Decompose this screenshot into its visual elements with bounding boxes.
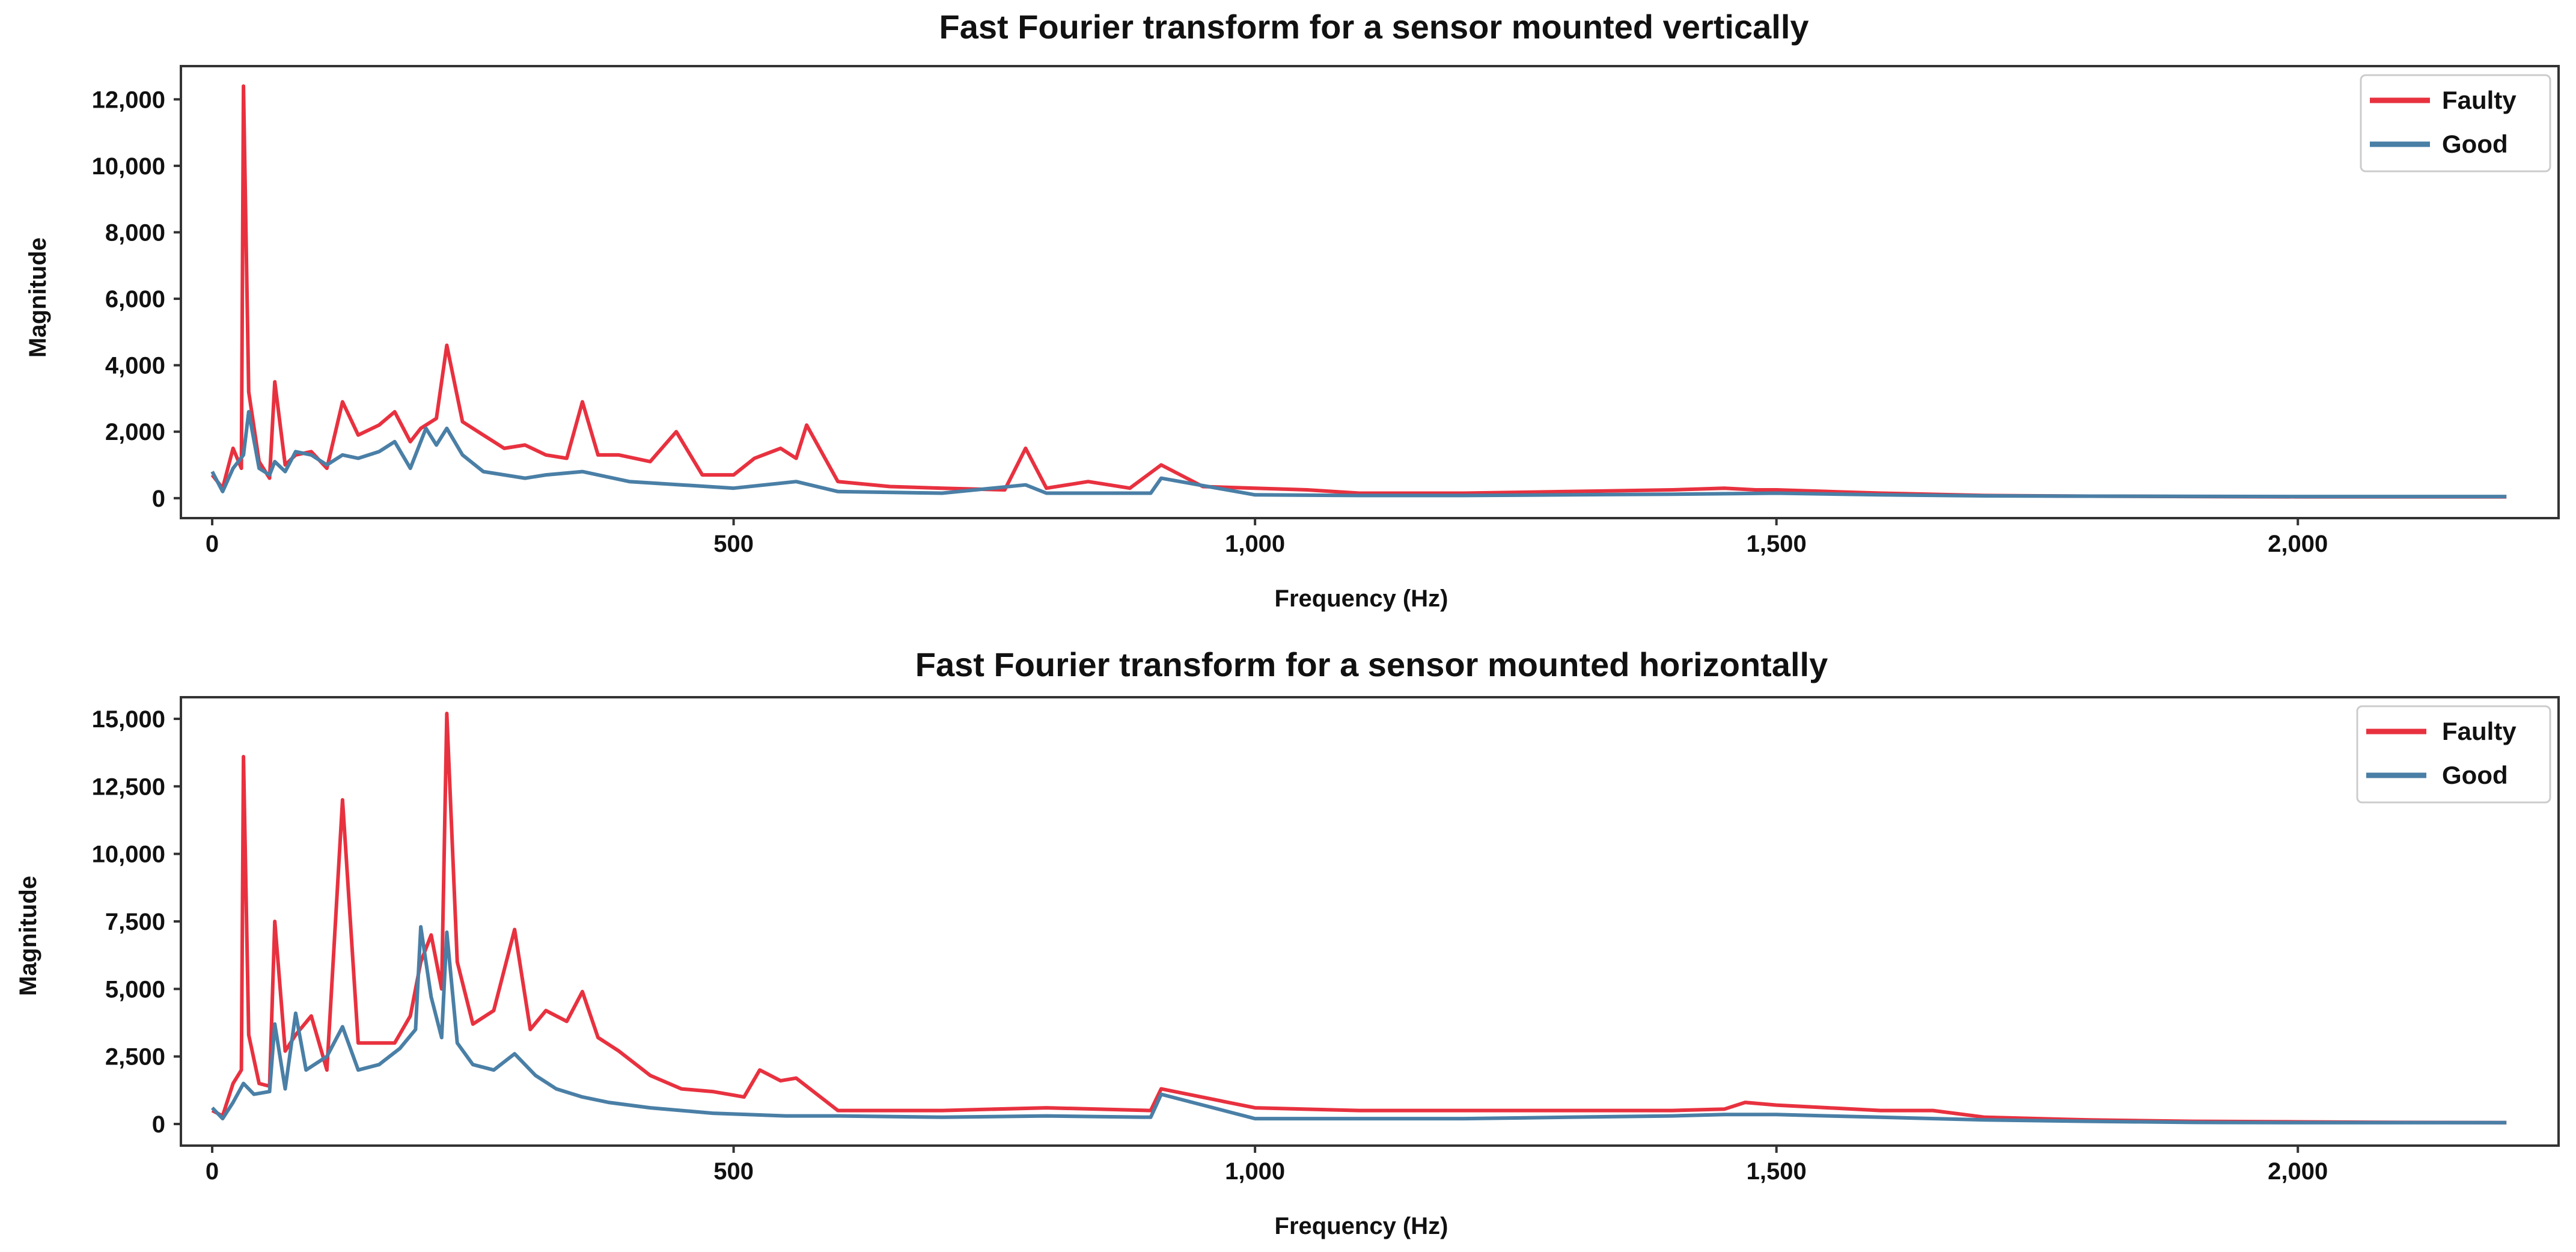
plot-series [210, 84, 2507, 499]
x-tick-label: 1,500 [1747, 531, 1807, 557]
y-tick-label: 8,000 [105, 219, 165, 246]
y-tick-label: 6,000 [105, 286, 165, 313]
x-tick-label: 1,000 [1225, 1158, 1285, 1185]
x-axis-label: Frequency (Hz) [1275, 1213, 1448, 1239]
y-tick-label: 10,000 [92, 841, 165, 868]
x-tick-label: 0 [206, 1158, 219, 1185]
plot-frame [180, 65, 2560, 519]
y-axis-label: Magnitude [15, 876, 41, 996]
x-tick-label: 0 [206, 531, 219, 557]
series-line-faulty [211, 712, 2507, 1125]
x-tick-label: 1,500 [1747, 1158, 1807, 1185]
legend-label-good: Good [2442, 130, 2508, 158]
y-tick-label: 0 [152, 486, 165, 512]
legend-label-faulty: Faulty [2442, 86, 2516, 114]
legend: Faulty Good [2360, 74, 2551, 173]
x-tick-label: 500 [713, 531, 754, 557]
chart-title: Fast Fourier transform for a sensor moun… [915, 646, 1828, 683]
x-axis-ticks: 0 500 1,000 1,500 2,000 [206, 518, 2328, 557]
y-tick-label: 15,000 [92, 706, 165, 733]
legend-label-faulty: Faulty [2442, 717, 2516, 745]
chart-title: Fast Fourier transform for a sensor moun… [939, 8, 1808, 46]
chart-vertical: Fast Fourier transform for a sensor moun… [25, 8, 2560, 612]
x-tick-label: 2,000 [2268, 1158, 2328, 1185]
series-line-good [210, 410, 2507, 499]
series-line-faulty [210, 84, 2507, 499]
x-axis-label: Frequency (Hz) [1275, 585, 1448, 612]
y-axis-label: Magnitude [25, 237, 51, 358]
y-tick-label: 5,000 [105, 976, 165, 1003]
plot-series [210, 712, 2507, 1125]
y-axis-ticks: 0 2,500 5,000 7,500 10,000 12,500 15,000 [92, 706, 181, 1138]
y-tick-label: 10,000 [92, 153, 165, 180]
x-tick-label: 500 [713, 1158, 754, 1185]
x-axis-ticks: 0 500 1,000 1,500 2,000 [206, 1146, 2328, 1185]
y-tick-label: 12,500 [92, 774, 165, 800]
chart-horizontal: Fast Fourier transform for a sensor moun… [15, 646, 2560, 1239]
y-tick-label: 2,000 [105, 419, 165, 445]
y-axis-ticks: 0 2,000 4,000 6,000 8,000 10,000 12,000 [92, 87, 181, 512]
y-tick-label: 2,500 [105, 1044, 165, 1070]
x-tick-label: 2,000 [2268, 531, 2328, 557]
x-tick-label: 1,000 [1225, 531, 1285, 557]
y-tick-label: 7,500 [105, 909, 165, 935]
y-tick-label: 0 [152, 1111, 165, 1138]
legend-label-good: Good [2442, 761, 2508, 789]
y-tick-label: 12,000 [92, 87, 165, 113]
series-line-good [210, 925, 2507, 1125]
legend: Faulty Good [2356, 705, 2551, 804]
y-tick-label: 4,000 [105, 353, 165, 379]
